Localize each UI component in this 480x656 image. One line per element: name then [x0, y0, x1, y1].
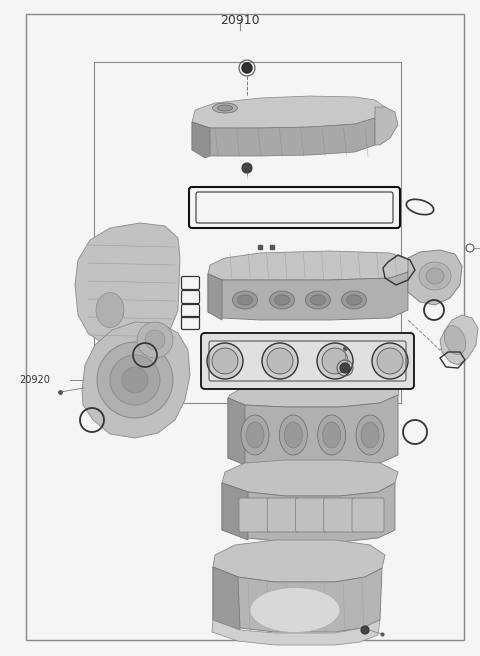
Polygon shape [82, 322, 190, 438]
Circle shape [322, 348, 348, 374]
Text: 20910: 20910 [220, 14, 260, 27]
Ellipse shape [213, 103, 238, 113]
Bar [94, 62, 401, 403]
Circle shape [242, 63, 252, 73]
Polygon shape [213, 567, 382, 632]
Circle shape [267, 348, 293, 374]
Polygon shape [208, 274, 222, 320]
Polygon shape [75, 223, 180, 348]
Circle shape [377, 348, 403, 374]
Circle shape [212, 348, 238, 374]
Ellipse shape [444, 325, 466, 354]
Polygon shape [212, 620, 380, 645]
Ellipse shape [246, 422, 264, 448]
FancyBboxPatch shape [201, 333, 414, 389]
Ellipse shape [279, 415, 307, 455]
Polygon shape [222, 483, 395, 542]
Polygon shape [208, 272, 408, 320]
Ellipse shape [356, 415, 384, 455]
Ellipse shape [269, 291, 295, 309]
Ellipse shape [323, 422, 341, 448]
Polygon shape [375, 107, 398, 145]
Ellipse shape [419, 262, 451, 290]
Circle shape [122, 367, 148, 393]
Polygon shape [440, 315, 478, 365]
Circle shape [242, 163, 252, 173]
Ellipse shape [217, 105, 232, 111]
Ellipse shape [311, 295, 325, 305]
FancyBboxPatch shape [352, 498, 384, 532]
Circle shape [317, 343, 353, 379]
Ellipse shape [341, 291, 367, 309]
Ellipse shape [305, 291, 331, 309]
Ellipse shape [241, 415, 269, 455]
Ellipse shape [238, 295, 252, 305]
Polygon shape [222, 460, 398, 496]
FancyBboxPatch shape [267, 498, 299, 532]
Circle shape [340, 363, 350, 373]
Ellipse shape [96, 293, 124, 327]
Polygon shape [228, 372, 400, 407]
Ellipse shape [232, 291, 257, 309]
Circle shape [145, 330, 165, 350]
Polygon shape [222, 483, 248, 540]
Ellipse shape [347, 295, 361, 305]
Circle shape [110, 355, 160, 405]
Polygon shape [213, 567, 240, 630]
Ellipse shape [318, 415, 346, 455]
FancyBboxPatch shape [324, 498, 356, 532]
Polygon shape [213, 540, 385, 582]
FancyBboxPatch shape [239, 498, 271, 532]
Ellipse shape [426, 268, 444, 284]
Ellipse shape [250, 588, 340, 632]
Circle shape [137, 322, 173, 358]
Circle shape [372, 343, 408, 379]
FancyBboxPatch shape [296, 498, 327, 532]
Polygon shape [208, 251, 410, 280]
Polygon shape [408, 250, 462, 305]
Circle shape [97, 342, 173, 418]
Polygon shape [192, 122, 210, 158]
Circle shape [361, 626, 369, 634]
Ellipse shape [275, 295, 289, 305]
Ellipse shape [361, 422, 379, 448]
Circle shape [207, 343, 243, 379]
Polygon shape [228, 395, 398, 467]
Text: 20920: 20920 [19, 375, 50, 386]
Polygon shape [228, 398, 245, 465]
Polygon shape [192, 96, 385, 128]
Ellipse shape [284, 422, 302, 448]
Polygon shape [192, 118, 375, 156]
Circle shape [262, 343, 298, 379]
